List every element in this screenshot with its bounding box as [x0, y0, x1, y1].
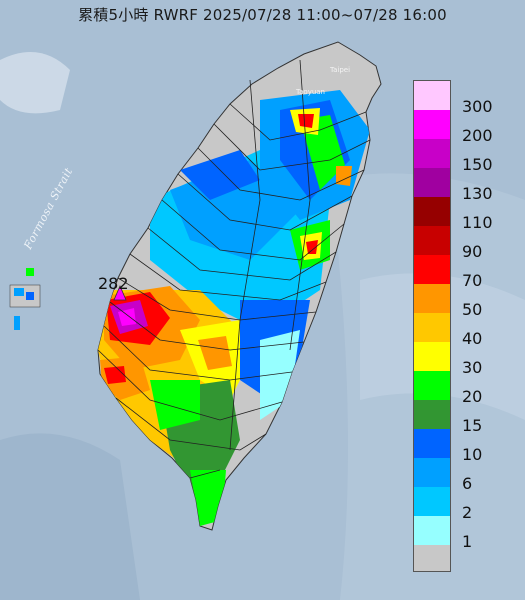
map-title: 累積5小時 RWRF 2025/07/28 11:00~07/28 16:00: [78, 6, 447, 24]
legend-label-30: 30: [462, 358, 483, 377]
legend-label-130: 130: [462, 184, 493, 203]
max-marker-icon: [113, 284, 127, 301]
legend-swatch-below-1: [414, 545, 450, 571]
legend-label-200: 200: [462, 126, 493, 145]
legend-label-6: 6: [462, 474, 473, 493]
legend-label-110: 110: [462, 213, 493, 232]
max-value-label: 282: [98, 274, 129, 293]
place-label-taipei: Taipei: [330, 66, 351, 74]
offshore-islands: [9, 268, 41, 330]
color-legend: [413, 80, 451, 572]
place-label-taoyuan: Taoyuan: [296, 88, 325, 96]
legend-label-150: 150: [462, 155, 493, 174]
legend-label-2: 2: [462, 503, 473, 522]
legend-label-20: 20: [462, 387, 483, 406]
boundary-lines: [97, 59, 371, 479]
legend-label-40: 40: [462, 329, 483, 348]
legend-label-300: 300: [462, 97, 493, 116]
legend-label-15: 15: [462, 416, 483, 435]
legend-label-90: 90: [462, 242, 483, 261]
legend-label-10: 10: [462, 445, 483, 464]
legend-label-1: 1: [462, 532, 473, 551]
legend-label-50: 50: [462, 300, 483, 319]
legend-label-70: 70: [462, 271, 483, 290]
